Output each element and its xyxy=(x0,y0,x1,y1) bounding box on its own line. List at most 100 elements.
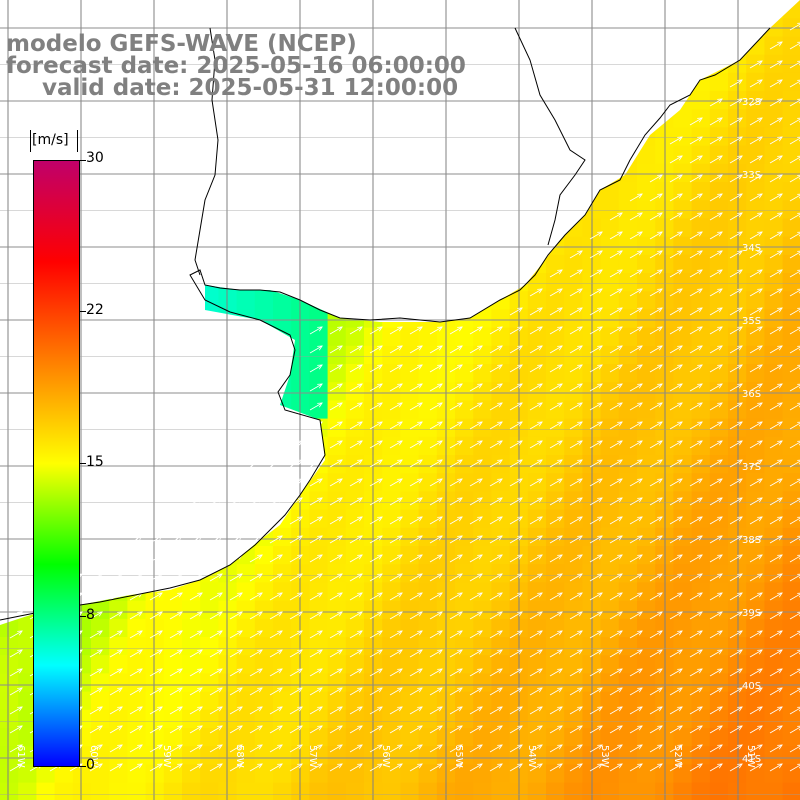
wind-arrow-head xyxy=(717,611,723,617)
wind-arrow xyxy=(549,554,563,563)
wind-cell xyxy=(273,782,292,800)
wind-arrow xyxy=(669,744,683,753)
wind-arrow-head xyxy=(537,535,543,541)
wind-arrow xyxy=(609,478,623,487)
wind-cell xyxy=(473,709,492,729)
wind-arrow xyxy=(349,402,363,411)
wind-arrow-head xyxy=(637,744,643,750)
wind-cell xyxy=(91,782,110,800)
wind-arrow xyxy=(509,535,523,544)
wind-cell xyxy=(327,382,347,401)
wind-arrow-head xyxy=(477,478,483,484)
wind-arrow-head xyxy=(397,611,403,617)
wind-arrow-head xyxy=(437,725,443,731)
wind-arrow xyxy=(649,402,663,411)
wind-arrow-head xyxy=(657,763,663,769)
wind-arrow xyxy=(409,611,423,620)
wind-arrow xyxy=(369,402,383,411)
wind-cell xyxy=(291,637,310,656)
wind-cell xyxy=(546,691,565,711)
wind-arrow-head xyxy=(557,364,563,370)
wind-arrow-head xyxy=(237,535,243,541)
wind-arrow-head xyxy=(637,573,643,579)
wind-arrow xyxy=(769,421,783,430)
wind-arrow-head xyxy=(657,630,663,636)
wind-arrow-head xyxy=(797,744,800,750)
wind-cell xyxy=(291,364,310,383)
wind-arrow-head xyxy=(137,725,143,731)
wind-arrow-head xyxy=(677,573,683,579)
wind-cell xyxy=(400,327,420,347)
wind-arrow xyxy=(769,440,783,449)
wind-arrow-head xyxy=(537,516,543,522)
wind-arrow xyxy=(709,269,723,278)
wind-cell xyxy=(782,527,800,547)
wind-arrow-head xyxy=(577,459,583,465)
wind-arrow xyxy=(709,383,723,392)
wind-arrow xyxy=(389,326,403,335)
wind-arrow xyxy=(589,459,603,468)
wind-cell xyxy=(782,309,800,329)
wind-arrow xyxy=(449,440,463,449)
wind-arrow-head xyxy=(797,98,800,104)
wind-cell xyxy=(709,637,729,656)
wind-cell xyxy=(618,509,638,529)
wind-arrow-head xyxy=(637,611,643,617)
wind-arrow xyxy=(789,61,800,69)
wind-arrow-head xyxy=(717,478,723,484)
wind-cell xyxy=(564,564,583,583)
wind-cell xyxy=(327,546,347,565)
wind-arrow-head xyxy=(637,459,643,465)
wind-cell xyxy=(673,709,693,729)
wind-arrow-head xyxy=(477,421,483,427)
wind-arrow-head xyxy=(17,763,23,769)
wind-arrow-head xyxy=(737,98,743,104)
wind-arrow-head xyxy=(417,326,423,332)
wind-cell xyxy=(691,273,711,292)
wind-arrow-head xyxy=(297,649,303,655)
wind-arrow xyxy=(369,459,383,468)
wind-arrow-head xyxy=(757,98,763,104)
wind-arrow-head xyxy=(677,497,683,503)
wind-cell xyxy=(327,400,347,420)
wind-arrow xyxy=(269,668,283,677)
wind-arrow-head xyxy=(797,440,800,446)
wind-cell xyxy=(491,746,511,765)
wind-cell xyxy=(564,600,583,620)
wind-cell xyxy=(382,709,401,729)
wind-cell xyxy=(327,327,347,347)
wind-arrow xyxy=(429,630,443,639)
wind-arrow xyxy=(749,288,763,297)
wind-arrow-head xyxy=(757,60,763,66)
wind-arrow-head xyxy=(577,440,583,446)
wind-cell xyxy=(109,673,128,693)
wind-arrow xyxy=(789,213,800,221)
wind-arrow xyxy=(649,421,663,430)
wind-arrow xyxy=(449,326,463,335)
wind-arrow xyxy=(609,212,623,221)
wind-arrow xyxy=(549,288,563,297)
wind-cell xyxy=(400,709,420,729)
wind-arrow-head xyxy=(497,763,503,769)
wind-arrow-head xyxy=(597,516,603,522)
wind-arrow xyxy=(129,611,143,620)
wind-cell xyxy=(764,618,784,638)
wind-cell xyxy=(637,782,656,800)
wind-arrow xyxy=(749,440,763,449)
wind-arrow xyxy=(449,573,463,582)
wind-arrow-head xyxy=(737,307,743,313)
wind-arrow-head xyxy=(557,668,563,674)
wind-arrow xyxy=(369,630,383,639)
wind-arrow-head xyxy=(157,611,163,617)
wind-arrow-head xyxy=(797,668,800,674)
wind-cell xyxy=(309,327,329,347)
wind-arrow xyxy=(709,402,723,411)
wind-arrow-head xyxy=(377,497,383,503)
wind-cell xyxy=(600,546,620,565)
wind-arrow xyxy=(489,687,503,696)
wind-arrow xyxy=(249,706,263,715)
wind-cell xyxy=(491,764,511,784)
wind-cell xyxy=(618,309,638,329)
wind-arrow xyxy=(449,421,463,430)
